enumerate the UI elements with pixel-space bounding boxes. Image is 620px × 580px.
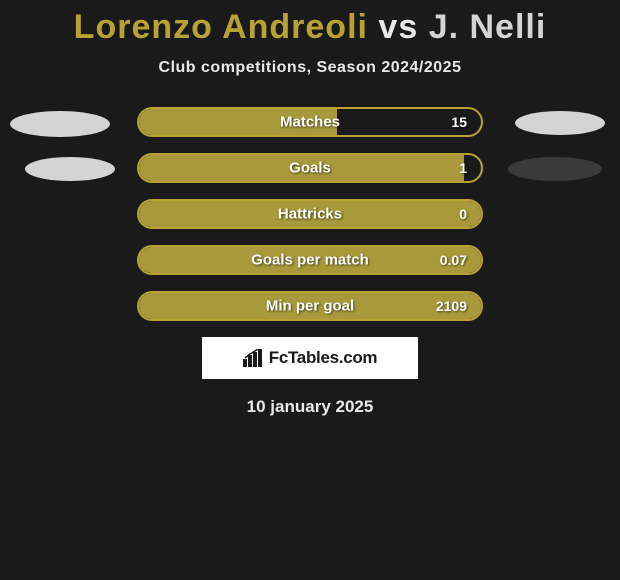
stat-bar-label: Goals per match (251, 252, 369, 269)
bar-chart-icon (243, 349, 263, 367)
stat-bar-value: 0 (459, 206, 467, 222)
player2-marker-top (515, 111, 605, 135)
stat-bar: Hattricks 0 (137, 199, 483, 229)
stat-bar: Matches 15 (137, 107, 483, 137)
branding-text: FcTables.com (269, 348, 378, 368)
stat-bar-value: 15 (451, 114, 467, 130)
stat-bar: Min per goal 2109 (137, 291, 483, 321)
bars-container: Matches 15 Goals 1 Hattricks 0 Goals per match… (137, 107, 483, 321)
stat-bar: Goals per match 0.07 (137, 245, 483, 275)
vs-text: vs (378, 8, 418, 46)
stat-bar-label: Hattricks (278, 206, 342, 223)
branding-box: FcTables.com (202, 337, 418, 379)
stat-bar-label: Goals (289, 160, 331, 177)
player2-marker-bottom (508, 157, 602, 181)
stat-bar-value: 0.07 (440, 252, 467, 268)
stat-bar-label: Min per goal (266, 298, 354, 315)
player1-marker-top (10, 111, 110, 137)
comparison-chart: Matches 15 Goals 1 Hattricks 0 Goals per match… (0, 107, 620, 321)
stat-bar: Goals 1 (137, 153, 483, 183)
date-label: 10 january 2025 (0, 397, 620, 417)
player2-name: J. Nelli (429, 8, 547, 46)
stat-bar-label: Matches (280, 114, 340, 131)
subtitle: Club competitions, Season 2024/2025 (0, 59, 620, 77)
player1-marker-bottom (25, 157, 115, 181)
stat-bar-value: 1 (459, 160, 467, 176)
player1-name: Lorenzo Andreoli (74, 8, 368, 46)
stat-bar-value: 2109 (436, 298, 467, 314)
comparison-title: Lorenzo Andreoli vs J. Nelli (0, 0, 620, 47)
